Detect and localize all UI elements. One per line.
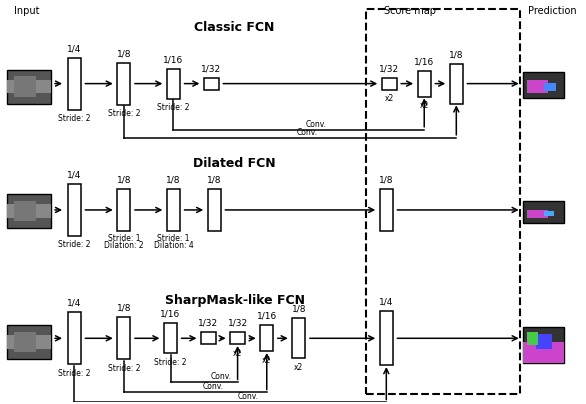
Bar (380, 311, 393, 365)
Bar (536, 334, 552, 349)
Text: Conv.: Conv. (237, 392, 258, 401)
Text: 1/4: 1/4 (379, 298, 394, 307)
Bar (527, 210, 548, 219)
Bar (523, 327, 564, 363)
Bar (14, 76, 36, 97)
Text: Classic FCN: Classic FCN (195, 21, 275, 34)
Text: Conv.: Conv. (297, 128, 318, 137)
Text: 1/8: 1/8 (379, 176, 394, 185)
Bar (68, 57, 81, 109)
Text: 1/8: 1/8 (117, 304, 131, 313)
Text: 1/8: 1/8 (166, 176, 180, 185)
Text: Dilated FCN: Dilated FCN (193, 157, 276, 170)
Text: 1/8: 1/8 (207, 176, 222, 185)
Text: 1/8: 1/8 (117, 176, 131, 185)
Bar (418, 71, 431, 97)
Text: 1/32: 1/32 (201, 64, 222, 73)
Text: 1/32: 1/32 (199, 319, 219, 328)
Text: 1/8: 1/8 (449, 50, 464, 59)
Bar (68, 184, 81, 236)
Bar (523, 341, 564, 363)
Text: x2: x2 (262, 356, 271, 365)
Text: Score map: Score map (384, 6, 435, 17)
Bar (544, 83, 556, 90)
Text: Stride: 2: Stride: 2 (154, 358, 187, 367)
Text: 1/16: 1/16 (161, 310, 180, 319)
Text: Stride: 1: Stride: 1 (157, 234, 190, 243)
Bar (527, 332, 538, 345)
Bar (208, 189, 221, 231)
Text: Conv.: Conv. (211, 372, 232, 381)
Bar (14, 201, 36, 221)
Bar (7, 194, 51, 228)
Text: 1/32: 1/32 (379, 64, 399, 73)
Text: x2: x2 (294, 363, 304, 372)
Bar (544, 210, 554, 216)
Text: Input: Input (14, 6, 40, 17)
Text: Stride: 2: Stride: 2 (108, 364, 140, 372)
Text: x2: x2 (233, 349, 242, 358)
Bar (167, 69, 180, 99)
Bar (117, 63, 130, 105)
Text: Stride: 1: Stride: 1 (108, 234, 140, 243)
Bar (7, 204, 51, 218)
Bar (450, 63, 463, 104)
Bar (167, 189, 180, 231)
Bar (366, 9, 520, 394)
Text: 1/16: 1/16 (414, 57, 434, 66)
Text: Stride: 2: Stride: 2 (58, 240, 91, 249)
Text: Stride: 2: Stride: 2 (58, 369, 91, 378)
Text: Conv.: Conv. (306, 120, 327, 128)
Bar (523, 201, 564, 223)
Bar (204, 78, 219, 90)
Bar (117, 317, 130, 359)
Text: 1/8: 1/8 (292, 305, 306, 314)
Bar (117, 189, 130, 231)
Text: Dilation: 4: Dilation: 4 (154, 241, 193, 250)
Bar (260, 325, 273, 351)
Text: 1/16: 1/16 (257, 312, 277, 321)
Text: 1/16: 1/16 (163, 55, 183, 64)
Text: x2: x2 (420, 101, 429, 110)
Bar (14, 332, 36, 352)
Bar (527, 80, 548, 93)
Text: x2: x2 (384, 94, 394, 103)
Bar (523, 72, 564, 99)
Text: 1/32: 1/32 (227, 319, 248, 328)
Bar (230, 332, 245, 344)
Bar (7, 335, 51, 349)
Text: SharpMask-like FCN: SharpMask-like FCN (165, 294, 305, 307)
Text: 1/4: 1/4 (67, 170, 81, 179)
Bar (7, 80, 51, 93)
Text: 1/8: 1/8 (117, 49, 131, 58)
Bar (292, 318, 305, 358)
Bar (380, 189, 393, 231)
Text: Stride: 2: Stride: 2 (108, 109, 140, 118)
Bar (7, 69, 51, 104)
Text: 1/4: 1/4 (67, 44, 81, 53)
Bar (7, 325, 51, 359)
Bar (68, 312, 81, 364)
Text: 1/4: 1/4 (67, 299, 81, 308)
Bar (201, 332, 216, 344)
Text: Stride: 2: Stride: 2 (58, 114, 91, 123)
Bar (382, 78, 397, 90)
Text: Stride: 2: Stride: 2 (157, 103, 190, 112)
Text: Prediction: Prediction (528, 6, 577, 17)
Bar (164, 323, 177, 354)
Text: Dilation: 2: Dilation: 2 (104, 241, 144, 250)
Text: Conv.: Conv. (202, 382, 223, 391)
